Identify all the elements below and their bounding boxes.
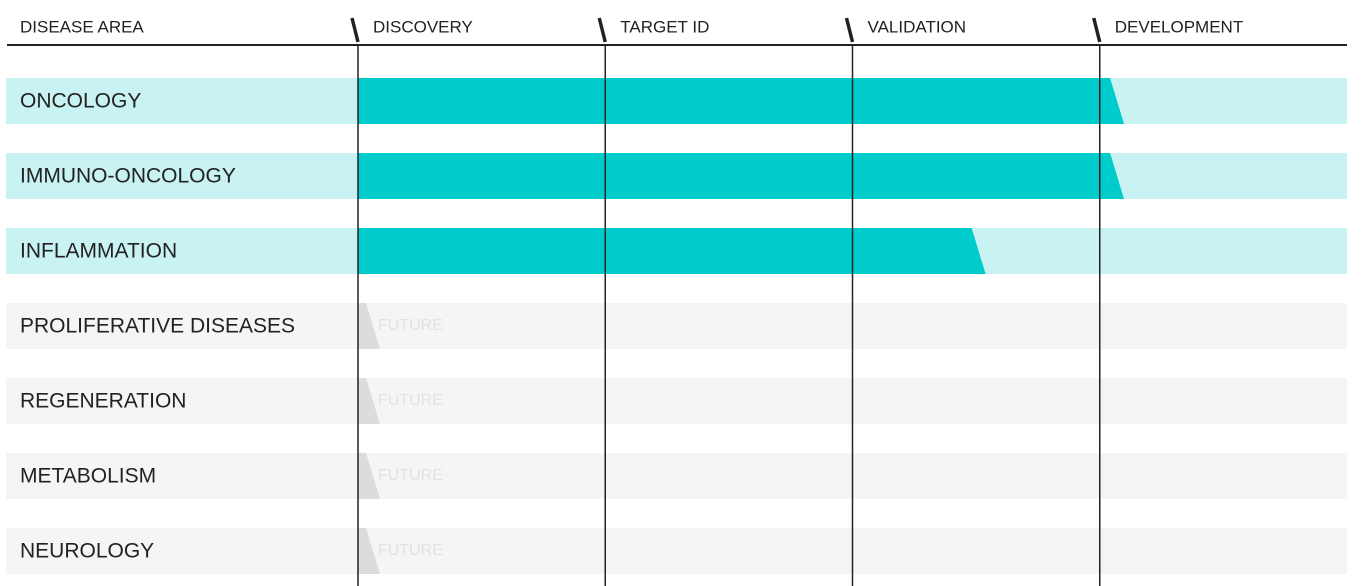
tick-mark — [597, 17, 607, 43]
category-label: IMMUNO-ONCOLOGY — [20, 165, 236, 188]
future-label: FUTURE — [378, 392, 443, 409]
future-wedge — [358, 453, 380, 499]
x-tick-label: VALIDATION — [868, 17, 967, 36]
tick-mark — [1092, 17, 1102, 43]
future-label: FUTURE — [378, 467, 443, 484]
future-wedge — [358, 303, 380, 349]
category-label: PROLIFERATIVE DISEASES — [20, 315, 295, 338]
progress-bar — [358, 78, 1125, 124]
tick-mark — [350, 17, 360, 43]
future-label: FUTURE — [378, 317, 443, 334]
category-label: INFLAMMATION — [20, 240, 177, 263]
category-label: REGENERATION — [20, 390, 186, 413]
row-background — [6, 453, 1347, 499]
row-background — [6, 378, 1347, 424]
progress-bar — [358, 153, 1125, 199]
x-tick-label: DEVELOPMENT — [1115, 17, 1243, 36]
category-header: DISEASE AREA — [20, 17, 144, 36]
tick-mark — [844, 17, 855, 43]
category-label: METABOLISM — [20, 465, 156, 488]
future-wedge — [358, 378, 380, 424]
row-background — [6, 528, 1347, 574]
x-tick-label: DISCOVERY — [373, 17, 473, 36]
category-label: ONCOLOGY — [20, 90, 141, 113]
progress-bar — [358, 228, 986, 274]
future-wedge — [358, 528, 380, 574]
x-tick-label: TARGET ID — [620, 17, 709, 36]
row-background — [6, 303, 1347, 349]
future-label: FUTURE — [378, 542, 443, 559]
category-label: NEUROLOGY — [20, 540, 154, 563]
